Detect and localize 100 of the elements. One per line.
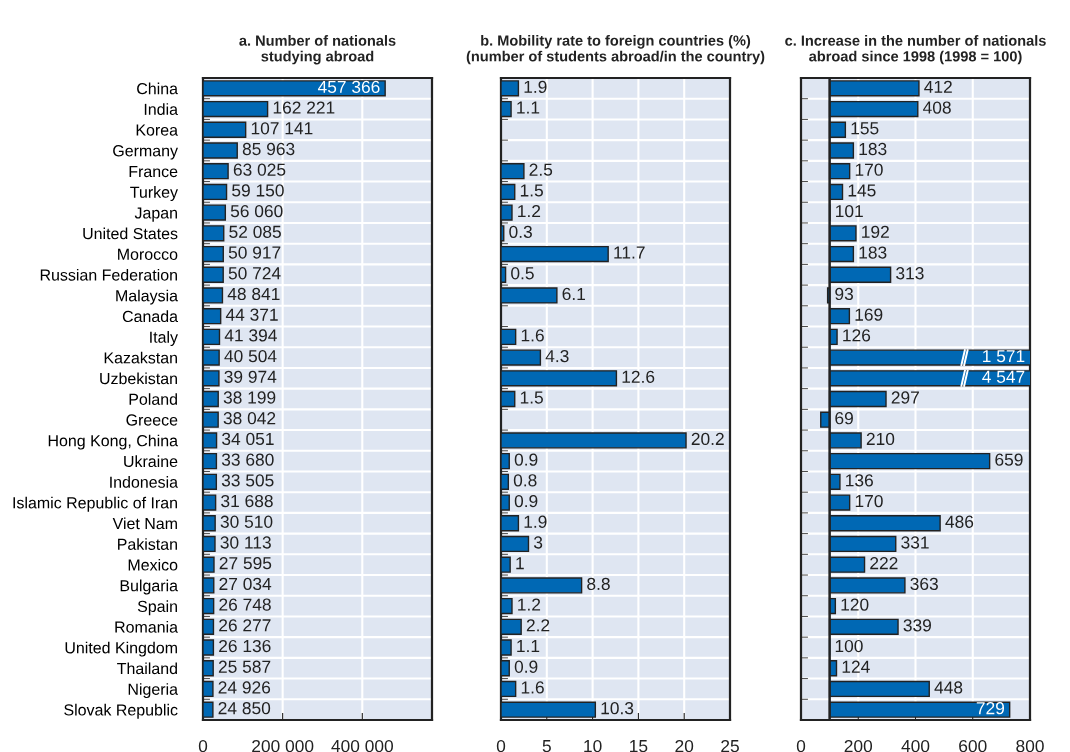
data-label: 183 [859,142,887,156]
x-tick-label: 400 [901,739,930,752]
y-tick-label: China [137,82,178,95]
data-label: 93 [835,287,853,301]
data-label: 120 [841,598,869,611]
data-label: 183 [859,246,887,259]
chart-title: b. Mobility rate to foreign countries (%) (number of students abroad/in the country) [466,34,765,65]
x-tick-label: 15 [630,740,648,752]
data-label: 1.5 [520,184,543,197]
data-label: 38 199 [223,391,276,404]
data-label: 1.5 [520,391,543,404]
data-label: 39 974 [224,370,277,383]
data-label: 34 051 [222,432,274,446]
data-label: 192 [862,225,889,238]
data-label: 0.9 [514,453,538,466]
y-tick-label: Kazakstan [104,351,177,364]
y-tick-label: Japan [134,207,177,222]
x-tick-label: 20 [675,739,694,752]
y-tick-label: Canada [122,310,178,323]
y-tick-label: France [129,165,178,178]
y-tick-label: Italy [150,331,178,346]
y-tick-label: Spain [137,600,177,616]
y-tick-label: Bulgaria [120,579,178,595]
data-label: 44 371 [225,308,278,321]
y-tick-label: Morocco [118,248,178,260]
data-label: 486 [945,515,974,528]
data-label: 24 850 [218,702,271,715]
data-label: 1.1 [517,640,540,653]
data-label: 1.6 [521,329,544,342]
data-label: 8.8 [587,577,610,591]
x-tick-label: 0 [496,739,506,752]
data-label: 6.1 [562,287,585,301]
y-tick-label: Islamic Republic of Iran [13,496,177,512]
data-label: 0.5 [511,267,534,280]
data-label: 4.3 [545,349,569,363]
data-label: 85 963 [242,142,295,156]
data-label: 659 [995,453,1023,466]
y-tick-label: Pakistan [118,538,177,550]
data-label: 30 510 [220,515,273,528]
x-tick-label: 0 [198,739,208,752]
data-label: 136 [846,474,873,487]
data-label: 24 926 [218,681,271,694]
data-label: 33 680 [221,453,274,466]
y-tick-label: Viet Nam [112,517,177,530]
data-label: 12.6 [622,370,655,383]
data-label: 69 [835,412,853,425]
data-label: 408 [923,101,951,114]
data-label: 10.3 [601,702,634,715]
data-label: 107 141 [251,122,313,135]
data-label: 38 042 [223,412,276,425]
data-label: 20.2 [691,432,724,446]
data-label: 27 034 [219,577,272,591]
data-label: 222 [870,557,898,570]
x-tick-label: 200 [844,739,873,752]
data-label: 1.2 [518,204,541,218]
data-label: 297 [891,391,919,404]
data-label: 27 595 [219,557,272,570]
y-tick-label: Hong Kong, China [48,434,179,450]
y-tick-label: United Kingdom [65,641,177,657]
data-label: 145 [848,184,876,197]
y-tick-label: Korea [136,124,178,136]
data-label: 63 025 [233,163,286,176]
data-label: 11.7 [614,246,645,259]
data-label: 313 [896,267,924,280]
y-tick-label: United States [83,227,178,240]
y-tick-label: Thailand [117,662,177,675]
x-tick-label: 5 [542,740,551,752]
data-label: 2.2 [526,619,550,632]
data-label: 331 [901,536,929,549]
x-tick-label: 400 000 [331,739,394,752]
data-label: 25 587 [218,660,271,673]
y-tick-label: Germany [113,145,178,160]
data-label: 363 [910,577,938,591]
chart-title: a. Number of nationals studying abroad [239,35,396,65]
data-label: 26 277 [219,619,271,632]
data-label: 170 [855,494,883,508]
data-label: 1.2 [518,598,541,611]
data-label: 3 [533,536,543,549]
data-label: 1.1 [517,101,540,114]
y-tick-label: Uzbekistan [100,372,177,385]
data-label: 1.9 [524,515,547,528]
data-label: 0.9 [514,494,538,508]
data-label: 448 [934,681,963,694]
y-tick-label: Poland [129,393,177,405]
data-label: 457 366 [317,80,380,94]
y-tick-label: Nigeria [128,683,178,699]
y-tick-label: Ukraine [124,455,178,468]
x-tick-label: 10 [584,739,602,752]
y-tick-label: Romania [115,621,178,633]
data-label: 170 [855,163,883,176]
x-tick-label: 800 [1016,739,1044,752]
data-label: 0.9 [514,660,538,673]
data-label: 126 [843,329,871,342]
data-label: 2.5 [529,163,553,176]
x-tick-label: 25 [721,739,739,752]
data-label: 412 [924,80,952,93]
data-label: 31 688 [221,494,273,508]
y-tick-label: Russian Federation [40,268,177,281]
data-label: 0.3 [509,225,532,238]
data-label: 30 113 [220,536,271,549]
